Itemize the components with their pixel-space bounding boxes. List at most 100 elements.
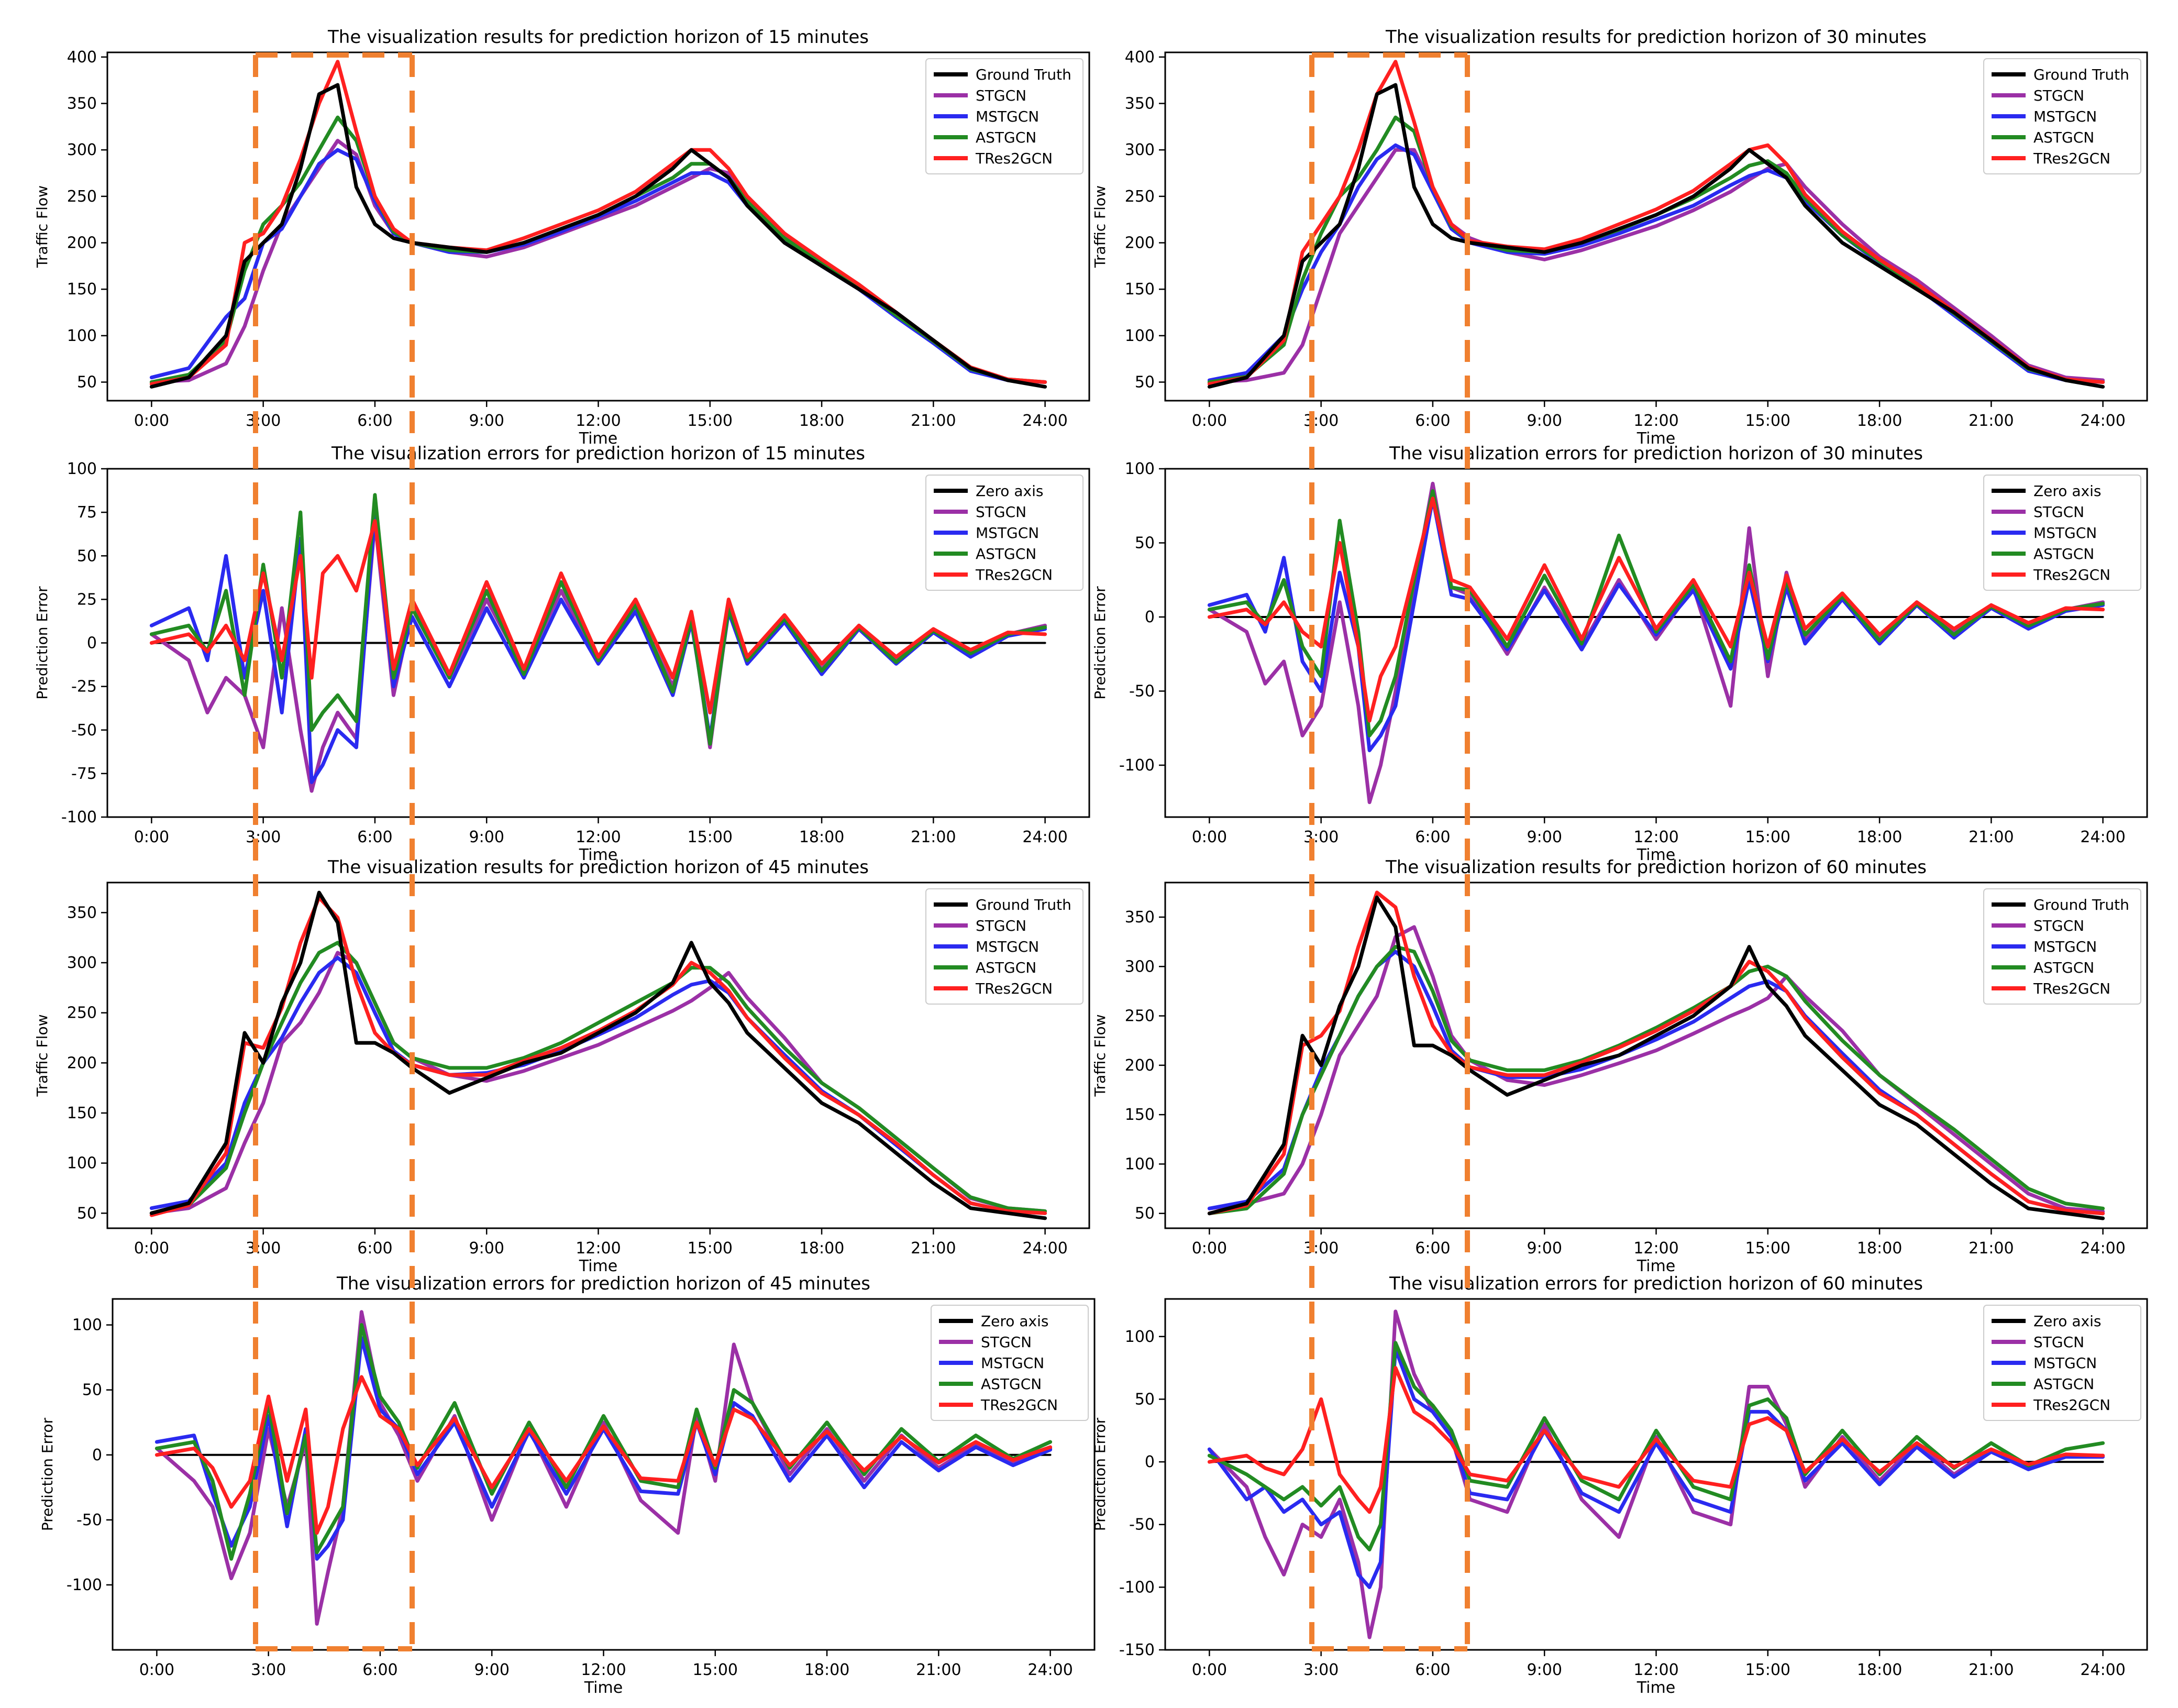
x-tick-label: 15:00 [1745,828,1790,846]
legend-box [1983,1305,2141,1421]
y-axis-label: Traffic Flow [1091,185,1109,268]
y-tick-label: 400 [1125,48,1155,67]
y-axis-label: Traffic Flow [34,185,51,268]
x-tick-label: 21:00 [1969,828,2014,846]
x-axis-label: Time [1637,429,1675,448]
y-tick-label: 50 [77,1204,97,1222]
x-axis-label: Time [579,846,617,864]
legend-label: Ground Truth [2033,66,2129,83]
legend-label: TRes2GCN [980,1396,1058,1414]
x-tick-label: 3:00 [251,1661,286,1679]
y-tick-label: -75 [71,765,97,783]
chart-title: The visualization errors for prediction … [336,1273,870,1294]
x-tick-label: 21:00 [916,1661,961,1679]
x-tick-label: 0:00 [1192,1661,1227,1679]
chart-panel-4: The visualization errors for prediction … [1091,443,2148,864]
legend-label: STGCN [976,917,1026,934]
series-line-ground-truth [1207,83,2105,389]
legend-label: ASTGCN [2033,129,2094,146]
highlight-region-left [253,52,415,1651]
y-tick-label: 25 [77,590,97,609]
x-tick-label: 21:00 [911,828,956,846]
legend-label: ASTGCN [2033,959,2094,976]
x-tick-label: 21:00 [1969,1661,2014,1679]
y-tick-label: 100 [1125,1328,1155,1346]
x-tick-label: 9:00 [1527,1239,1562,1258]
y-tick-label: 350 [67,903,97,922]
x-tick-label: 6:00 [357,1239,392,1258]
x-tick-label: 12:00 [1633,412,1678,430]
y-tick-label: 50 [1135,373,1155,392]
x-tick-label: 12:00 [1633,1661,1678,1679]
x-tick-label: 6:00 [1415,828,1450,846]
x-tick-label: 0:00 [1192,412,1227,430]
y-tick-label: 250 [1125,1007,1155,1026]
x-tick-label: 12:00 [576,1239,621,1258]
y-tick-label: 200 [1125,234,1155,252]
legend-label: ASTGCN [981,1375,1042,1393]
x-tick-label: 21:00 [1969,412,2014,430]
series-line-tres2gcn [1207,1366,2105,1514]
x-tick-label: 6:00 [357,412,392,430]
y-tick-label: 350 [1125,908,1155,927]
chart-panel-7: The visualization errors for prediction … [39,1273,1096,1697]
y-tick-label: -100 [1119,756,1155,775]
x-tick-label: 0:00 [139,1661,174,1679]
x-tick-label: 24:00 [2080,412,2125,430]
y-tick-label: -150 [1119,1641,1155,1659]
x-tick-label: 18:00 [1857,1239,1902,1258]
y-tick-label: 0 [1145,608,1155,626]
x-tick-label: 0:00 [134,828,169,846]
x-tick-label: 9:00 [1527,828,1562,846]
y-tick-label: 100 [1125,1155,1155,1173]
series-group [1207,1309,2105,1639]
x-tick-label: 9:00 [469,412,504,430]
legend-label: MSTGCN [2033,938,2097,955]
x-tick-label: 15:00 [688,1239,733,1258]
chart-title: The visualization results for prediction… [327,27,869,48]
legend: Ground Truth STGCN MSTGCN ASTGCN TRes2GCN [1983,58,2141,174]
y-tick-label: 50 [82,1381,102,1400]
legend-box [1983,58,2141,174]
y-tick-label: 150 [1125,1106,1155,1124]
x-axis-label: Time [1637,1679,1675,1697]
x-tick-label: 12:00 [576,828,621,846]
x-tick-label: 15:00 [1745,1239,1790,1258]
legend: Ground Truth STGCN MSTGCN ASTGCN TRes2GCN [925,58,1084,174]
x-tick-label: 18:00 [1857,412,1902,430]
x-tick-label: 3:00 [1303,1661,1339,1679]
x-tick-label: 3:00 [246,1239,281,1258]
highlight-region-right [1309,52,1470,1651]
y-tick-label: 250 [67,188,97,206]
x-tick-label: 6:00 [1415,1661,1450,1679]
legend-label: MSTGCN [976,524,1039,542]
x-tick-label: 9:00 [1527,1661,1562,1679]
legend-label: STGCN [976,503,1026,521]
chart-title: The visualization errors for prediction … [331,443,865,464]
y-tick-label: 100 [67,327,97,345]
legend-label: STGCN [2033,917,2084,934]
y-tick-label: 100 [67,1154,97,1173]
x-tick-label: 6:00 [362,1661,397,1679]
x-tick-label: 21:00 [911,412,956,430]
x-tick-label: 24:00 [2080,1239,2125,1258]
x-tick-label: 15:00 [688,828,733,846]
legend: Ground Truth STGCN MSTGCN ASTGCN TRes2GCN [1983,888,2141,1005]
x-tick-label: 12:00 [576,412,621,430]
legend-label: TRes2GCN [975,980,1053,997]
x-tick-label: 24:00 [2080,1661,2125,1679]
series-line-ground-truth [1207,895,2105,1220]
x-tick-label: 9:00 [474,1661,510,1679]
legend-label: Zero axis [981,1313,1048,1330]
x-tick-label: 18:00 [799,1239,844,1258]
x-axis-label: Time [584,1679,623,1697]
x-tick-label: 24:00 [2080,828,2125,846]
x-tick-label: 0:00 [1192,1239,1227,1258]
y-tick-label: 150 [1125,280,1155,299]
y-tick-label: 200 [67,1054,97,1072]
y-tick-label: -100 [67,1576,102,1594]
chart-panel-2: The visualization results for prediction… [1091,27,2148,448]
x-tick-label: 15:00 [693,1661,738,1679]
legend-label: MSTGCN [2033,524,2097,542]
legend-label: STGCN [2033,503,2084,521]
